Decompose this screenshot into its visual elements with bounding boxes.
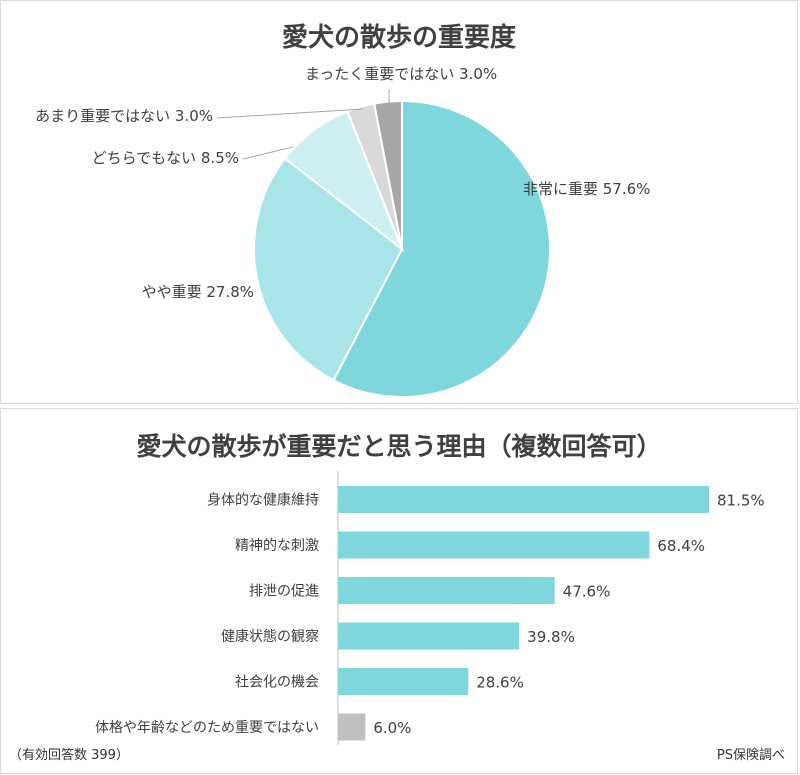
bar-value-label: 68.4% bbox=[657, 537, 705, 555]
bar-value-label: 81.5% bbox=[717, 492, 765, 510]
pie-slice bbox=[332, 99, 551, 398]
bar-category-label: 社会化の機会 bbox=[235, 675, 319, 691]
bar-category-label: 精神的な刺激 bbox=[235, 537, 319, 554]
pie-slice-label: まったく重要ではない 3.0% bbox=[305, 65, 497, 83]
bar-category-label: 体格や年齢などのため重要ではない bbox=[95, 720, 319, 736]
bar-category-label: 排泄の促進 bbox=[249, 584, 319, 600]
bar-category-label: 健康状態の観察 bbox=[221, 628, 319, 645]
pie-slice-label: あまり重要ではない 3.0% bbox=[35, 107, 213, 125]
pie-chart-panel: 愛犬の散歩の重要度 非常に重要 57.6% やや重要 27.8% どちらでもない 8… bbox=[0, 0, 798, 404]
pie-slice-label: やや重要 27.8% bbox=[142, 283, 254, 301]
pie-leader-line bbox=[216, 108, 364, 119]
bar bbox=[338, 531, 650, 559]
bar-value-label: 28.6% bbox=[476, 674, 524, 692]
bar-chart-panel: 愛犬の散歩が重要だと思う理由（複数回答可） 身体的な健康維持 81.5% 精神的な刺… bbox=[0, 408, 798, 774]
bar-chart: 身体的な健康維持 81.5% 精神的な刺激 68.4% 排泄の促進 47.6% 健康状態の観… bbox=[95, 471, 765, 745]
bar bbox=[338, 668, 469, 695]
bar bbox=[338, 577, 555, 604]
source-note: PS保険調べ bbox=[716, 748, 785, 763]
bar bbox=[338, 713, 366, 741]
bar-value-label: 6.0% bbox=[373, 719, 411, 737]
pie-slice bbox=[253, 156, 404, 382]
bar bbox=[338, 486, 709, 513]
pie-slice-label: 非常に重要 57.6% bbox=[523, 180, 650, 198]
respondent-count-note: （有効回答数 399） bbox=[9, 748, 129, 763]
bar bbox=[338, 622, 520, 650]
pie-slice bbox=[373, 99, 403, 250]
pie-chart-title: 愛犬の散歩の重要度 bbox=[281, 23, 516, 53]
pie-chart: 非常に重要 57.6% やや重要 27.8% どちらでもない 8.5% あまり重要では… bbox=[35, 65, 650, 398]
pie-slice-label: どちらでもない 8.5% bbox=[92, 149, 239, 167]
bar-value-label: 47.6% bbox=[563, 583, 611, 601]
bar-category-label: 身体的な健康維持 bbox=[207, 492, 319, 509]
bar-chart-title: 愛犬の散歩が重要だと思う理由（複数回答可） bbox=[136, 432, 662, 461]
bar-value-label: 39.8% bbox=[527, 628, 575, 646]
pie-leader-line bbox=[242, 146, 294, 160]
